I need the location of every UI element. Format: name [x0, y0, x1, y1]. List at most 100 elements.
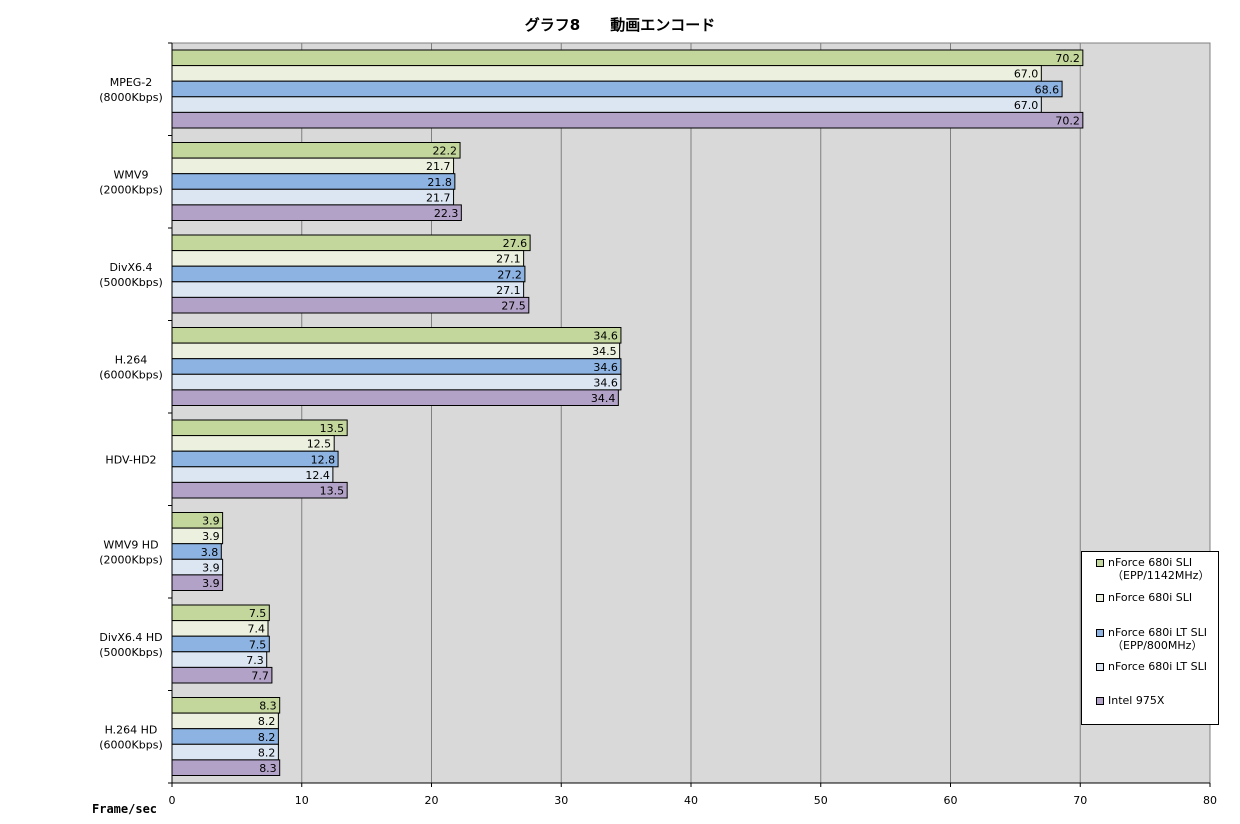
bar — [171, 281, 525, 298]
category-label: (2000Kbps) — [99, 553, 163, 566]
legend-swatch — [1096, 594, 1104, 602]
category-label: H.264 — [115, 353, 148, 366]
bar-value-label: 3.8 — [201, 546, 219, 559]
x-axis-label: Frame/sec — [92, 802, 158, 816]
bar — [171, 481, 348, 499]
legend-swatch — [1096, 697, 1104, 705]
bar — [171, 250, 525, 267]
bar — [171, 759, 281, 777]
x-tick-label: 40 — [684, 794, 698, 807]
category-label: MPEG-2 — [110, 76, 153, 89]
legend-label: nForce 680i SLI — [1108, 556, 1193, 569]
bar-value-label: 12.5 — [307, 438, 332, 451]
category-label: WMV9 — [114, 168, 149, 181]
bar-value-label: 8.2 — [258, 715, 276, 728]
bar — [171, 49, 1084, 67]
category-label: (2000Kbps) — [99, 183, 163, 196]
legend-label: nForce 680i LT SLI — [1108, 626, 1207, 639]
bar — [171, 327, 622, 344]
bar-value-label: 3.9 — [202, 515, 220, 528]
bar — [171, 373, 622, 391]
bar-value-label: 21.8 — [427, 176, 452, 189]
legend-item: nForce 680i LT SLI （EPP/800MHz） — [1096, 626, 1207, 652]
category-label: WMV9 HD — [103, 538, 158, 551]
bar-value-label: 34.5 — [592, 345, 617, 358]
bar — [171, 173, 456, 190]
bar — [171, 142, 461, 159]
bar-value-label: 3.9 — [202, 530, 220, 543]
bar — [171, 204, 462, 221]
x-tick-label: 20 — [425, 794, 439, 807]
bar-value-label: 7.4 — [248, 623, 266, 636]
bar — [171, 296, 530, 314]
bar-value-label: 21.7 — [426, 160, 451, 173]
bar-value-label: 13.5 — [320, 422, 345, 435]
bar-value-label: 27.5 — [501, 300, 526, 313]
bar-value-label: 8.2 — [258, 746, 276, 759]
x-tick-label: 60 — [944, 794, 958, 807]
legend-sublabel: （EPP/800MHz） — [1112, 639, 1203, 652]
bar-value-label: 8.3 — [259, 762, 277, 775]
bar — [171, 358, 622, 375]
x-tick-label: 50 — [814, 794, 828, 807]
legend: nForce 680i SLI （EPP/1142MHz） nForce 680i … — [1081, 551, 1219, 725]
x-tick-label: 30 — [554, 794, 568, 807]
bar-value-label: 13.5 — [320, 485, 345, 498]
bar — [171, 574, 224, 592]
legend-label: nForce 680i LT SLI — [1108, 660, 1207, 673]
bar — [171, 265, 526, 283]
bar-value-label: 27.1 — [496, 284, 521, 297]
bar-value-label: 22.3 — [434, 207, 459, 220]
bar-value-label: 7.5 — [249, 607, 267, 620]
bar — [171, 666, 273, 684]
bar-value-label: 70.2 — [1055, 52, 1080, 65]
x-tick-label: 0 — [169, 794, 176, 807]
legend-swatch — [1096, 629, 1104, 637]
x-tick-label: 80 — [1203, 794, 1217, 807]
chart-title: グラフ8 動画エンコード — [524, 16, 716, 34]
bar — [171, 157, 455, 175]
bar — [171, 111, 1084, 129]
bar — [171, 234, 531, 252]
legend-label: nForce 680i SLI — [1108, 591, 1193, 604]
category-label: (8000Kbps) — [99, 91, 163, 104]
bar-value-label: 27.6 — [503, 237, 528, 250]
category-label: (5000Kbps) — [99, 276, 163, 289]
legend-item: nForce 680i SLI — [1096, 591, 1192, 604]
bar-value-label: 34.6 — [593, 376, 618, 389]
bar-value-label: 8.3 — [259, 700, 277, 713]
bar — [171, 80, 1063, 98]
bar-value-label: 27.1 — [496, 253, 521, 266]
bar-value-label: 67.0 — [1014, 68, 1039, 81]
legend-item: nForce 680i SLI （EPP/1142MHz） — [1096, 556, 1209, 582]
bar — [171, 342, 621, 360]
category-label: HDV-HD2 — [105, 453, 156, 466]
bar-value-label: 34.6 — [593, 330, 618, 343]
bar-value-label: 7.3 — [246, 654, 264, 667]
bar-value-label: 7.5 — [249, 638, 267, 651]
bar — [171, 188, 455, 206]
category-label: (6000Kbps) — [99, 368, 163, 381]
bar-value-label: 67.0 — [1014, 99, 1039, 112]
bar-value-label: 68.6 — [1035, 83, 1060, 96]
x-tick-label: 70 — [1073, 794, 1087, 807]
legend-swatch — [1096, 663, 1104, 671]
bar — [171, 389, 619, 406]
bar-value-label: 12.4 — [305, 469, 330, 482]
legend-swatch — [1096, 559, 1104, 567]
legend-item: Intel 975X — [1096, 694, 1164, 707]
bar-value-label: 7.7 — [251, 670, 269, 683]
bar-value-label: 21.7 — [426, 191, 451, 204]
category-label: (6000Kbps) — [99, 738, 163, 751]
legend-item: nForce 680i LT SLI — [1096, 660, 1207, 673]
category-label: (5000Kbps) — [99, 646, 163, 659]
bar — [171, 96, 1042, 113]
legend-label: Intel 975X — [1108, 694, 1165, 707]
bar-value-label: 34.4 — [591, 392, 616, 405]
category-label: H.264 HD — [105, 723, 158, 736]
bar-value-label: 8.2 — [258, 731, 276, 744]
bar-value-label: 34.6 — [593, 361, 618, 374]
bar-value-label: 22.2 — [433, 145, 458, 158]
bar-value-label: 70.2 — [1055, 115, 1080, 128]
bar — [171, 65, 1042, 82]
